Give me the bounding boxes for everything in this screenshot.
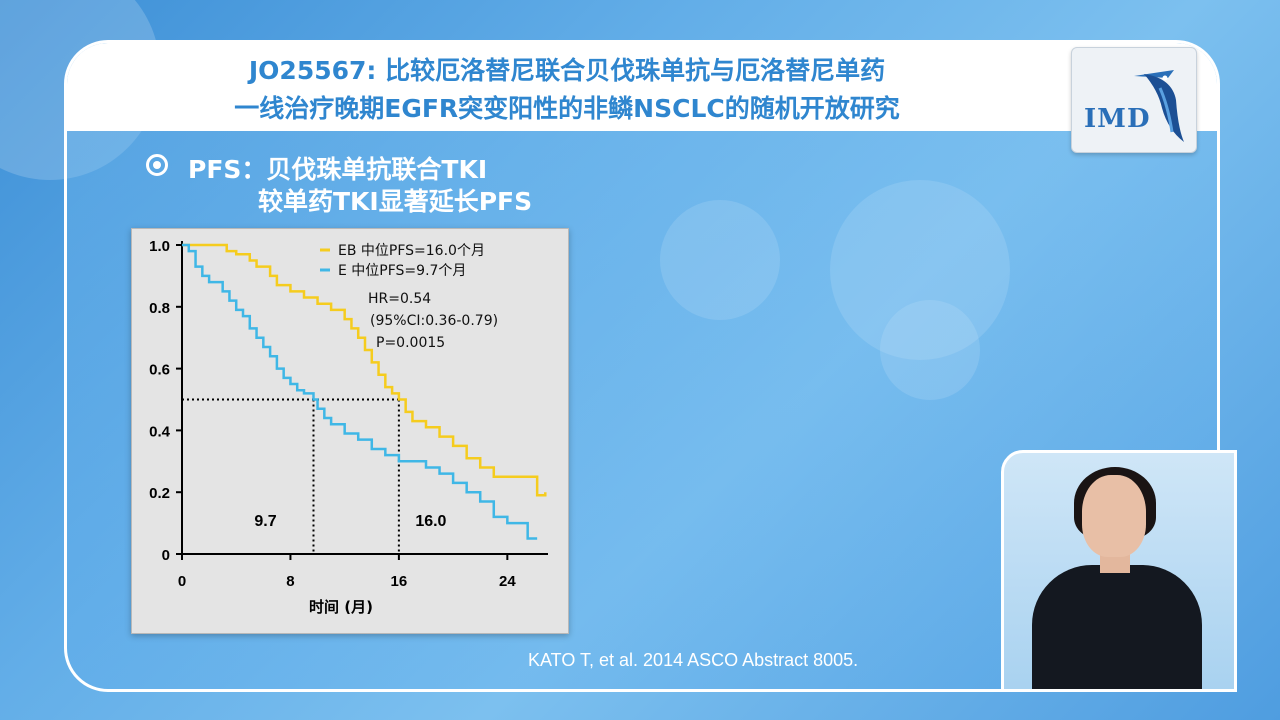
x-tick-label: 8 [286, 573, 294, 590]
background-bubble [880, 300, 980, 400]
citation: KATO T, et al. 2014 ASCO Abstract 8005. [528, 650, 859, 670]
x-tick-label: 24 [499, 573, 516, 590]
annotation-hr: HR=0.54 [368, 291, 431, 307]
y-tick-label: 0 [162, 547, 170, 564]
presenter-face [1082, 475, 1146, 557]
x-tick-label: 16 [391, 573, 408, 590]
title-bar: JO25567: 比较厄洛替尼联合贝伐珠单抗与厄洛替尼单药 一线治疗晚期EGFR… [67, 43, 1217, 131]
median-label-e: 9.7 [254, 513, 276, 530]
title-line-1: JO25567: 比较厄洛替尼联合贝伐珠单抗与厄洛替尼单药 [248, 56, 886, 85]
presenter-body [1032, 565, 1202, 689]
x-tick-label: 0 [178, 573, 186, 590]
annotation-p: P=0.0015 [376, 335, 445, 351]
y-tick-label: 0.6 [149, 362, 170, 379]
bullet-line-2: 较单药TKI显著延长PFS [258, 187, 533, 216]
legend-entry: EB 中位PFS=16.0个月 [338, 243, 485, 259]
series-line-eb [182, 243, 547, 497]
annotation-ci: (95%CI:0.36-0.79) [370, 313, 498, 329]
series-line-e [182, 243, 538, 540]
legend-entry: E 中位PFS=9.7个月 [338, 263, 466, 279]
x-axis-label: 时间 (月) [309, 598, 373, 616]
y-tick-label: 1.0 [149, 238, 170, 255]
km-chart: 0 0.2 0.4 0.6 0.8 1.0 0 8 16 24 时间 (月) 9.7 16.0 EB 中位… [149, 238, 548, 616]
title-line-2: 一线治疗晚期EGFR突变阳性的非鳞NSCLC的随机开放研究 [234, 94, 900, 123]
logo-text: IMD [1084, 104, 1151, 134]
background-bubble [830, 180, 1010, 360]
y-tick-label: 0.2 [149, 485, 170, 502]
bullet-line-1: PFS：贝伐珠单抗联合TKI [188, 155, 488, 184]
background-bubble [660, 200, 780, 320]
radio-bullet-icon [146, 154, 168, 176]
median-label-eb: 16.0 [415, 513, 446, 530]
kingfisher-icon [1134, 70, 1184, 142]
presenter-video [1001, 450, 1237, 692]
imd-logo: IMD [1071, 47, 1197, 153]
y-tick-label: 0.4 [149, 423, 171, 440]
km-chart-panel: 0 0.2 0.4 0.6 0.8 1.0 0 8 16 24 时间 (月) 9.7 16.0 EB 中位… [131, 228, 569, 634]
y-tick-label: 0.8 [149, 300, 170, 317]
